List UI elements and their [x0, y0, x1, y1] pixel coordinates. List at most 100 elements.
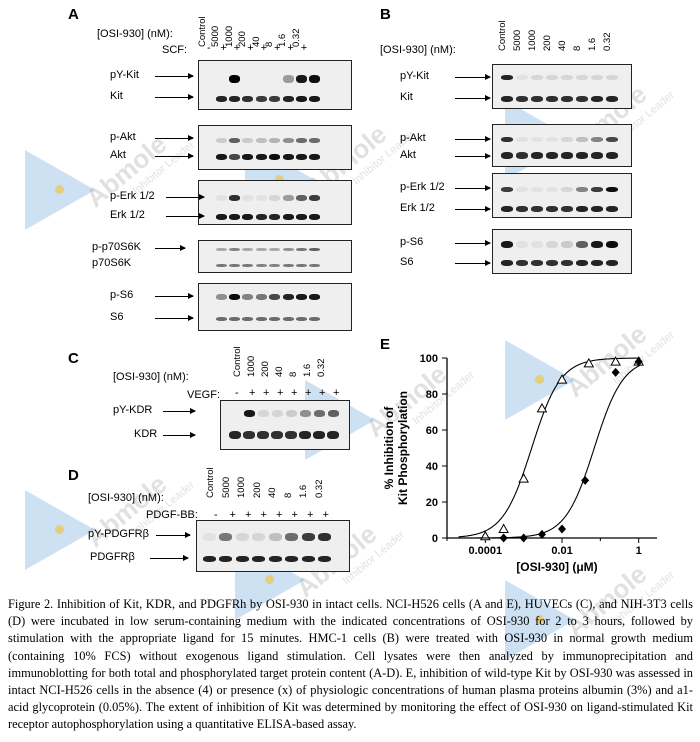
band	[215, 263, 227, 267]
arrow-icon	[163, 432, 196, 438]
blot-box	[492, 124, 632, 167]
blot-box	[492, 173, 632, 218]
band	[282, 75, 294, 83]
band	[318, 533, 331, 541]
lane-label: 1000	[527, 29, 538, 51]
lane-label: 0.32	[313, 479, 325, 499]
y-tick-label: 80	[426, 389, 438, 401]
band	[591, 136, 603, 142]
y-axis-label: % Inhibition ofKit Phosphorylation	[382, 391, 410, 505]
ligand-sign: +	[291, 387, 298, 399]
arrow-icon	[155, 293, 194, 299]
blot-row-label: KDR	[134, 428, 158, 440]
band	[215, 154, 227, 160]
lane-label: 40	[557, 40, 568, 51]
data-point-diamond	[634, 357, 643, 367]
arrow-icon	[156, 532, 191, 538]
ligand-sign: +	[276, 509, 283, 521]
band	[501, 186, 513, 192]
blot-box	[198, 125, 352, 170]
band	[295, 154, 307, 160]
y-axis-label-line2: Kit Phosphorylation	[396, 391, 410, 505]
blot-row-label: p70S6K	[92, 257, 132, 269]
blot-row-label: p-Akt	[400, 132, 426, 144]
blot-row-label: PDGFRβ	[90, 551, 135, 563]
data-point-diamond	[558, 524, 567, 534]
data-point-diamond	[537, 529, 546, 539]
band	[295, 96, 307, 102]
blot-row-label: S6	[400, 256, 414, 268]
lane-label: Control	[497, 20, 508, 51]
band	[268, 556, 282, 562]
band	[606, 136, 618, 142]
data-point-triangle	[498, 523, 509, 533]
arrow-icon	[455, 74, 491, 80]
blot-row-label: p-Akt	[110, 131, 136, 143]
blot-row-label: p-S6	[400, 236, 424, 248]
panel-b-conc-label: [OSI-930] (nM):	[380, 44, 456, 56]
watermark-dot-icon	[265, 575, 274, 584]
band	[285, 556, 298, 562]
band	[309, 137, 321, 143]
band	[606, 206, 618, 212]
blot-row-label: p-Erk 1/2	[110, 190, 155, 202]
ligand-sign: +	[322, 509, 329, 521]
band	[531, 186, 543, 192]
band	[285, 409, 297, 417]
band	[516, 96, 528, 102]
blot-box	[198, 240, 352, 273]
band	[309, 214, 321, 220]
band	[228, 75, 240, 83]
arrow-icon	[455, 153, 491, 159]
band	[327, 409, 339, 417]
watermark-dot-icon	[535, 375, 544, 384]
band	[561, 260, 573, 266]
band	[269, 263, 281, 267]
band	[255, 195, 267, 201]
arrow-icon	[155, 153, 194, 159]
band	[301, 556, 315, 562]
band	[295, 294, 307, 300]
figure-caption: Figure 2. Inhibition of Kit, KDR, and PD…	[8, 597, 693, 732]
band	[501, 136, 513, 142]
blot-row-label: p-Erk 1/2	[400, 181, 445, 193]
band	[242, 214, 254, 220]
band	[501, 74, 513, 80]
band	[546, 240, 558, 248]
band	[309, 96, 321, 102]
ligand-sign: +	[277, 387, 284, 399]
band	[228, 154, 240, 160]
y-tick-label: 60	[426, 425, 438, 437]
band	[269, 137, 281, 143]
arrow-icon	[455, 240, 491, 246]
band	[229, 431, 241, 439]
band	[257, 409, 269, 417]
band	[228, 294, 240, 300]
band	[269, 154, 281, 160]
blot-row-label: p-S6	[110, 289, 134, 301]
panel-d-conc-label: [OSI-930] (nM):	[88, 492, 164, 504]
band	[531, 151, 543, 159]
lane-label: 1.6	[587, 37, 598, 51]
band	[215, 195, 227, 201]
ligand-sign: +	[247, 42, 254, 54]
band	[516, 151, 528, 159]
band	[501, 96, 513, 102]
y-tick-label: 100	[420, 353, 438, 365]
data-point-triangle	[536, 402, 548, 413]
arrow-icon	[155, 315, 194, 321]
band	[501, 260, 513, 266]
band	[282, 317, 294, 321]
band	[228, 137, 240, 143]
band	[606, 260, 618, 266]
band	[576, 206, 588, 212]
blot-row-label: p-p70S6K	[92, 241, 141, 253]
panel-e-letter: E	[380, 336, 391, 353]
lane-label: 8	[282, 492, 294, 498]
band	[591, 260, 603, 266]
band	[269, 317, 281, 321]
band	[242, 137, 254, 143]
band	[242, 263, 254, 267]
band	[546, 206, 558, 212]
